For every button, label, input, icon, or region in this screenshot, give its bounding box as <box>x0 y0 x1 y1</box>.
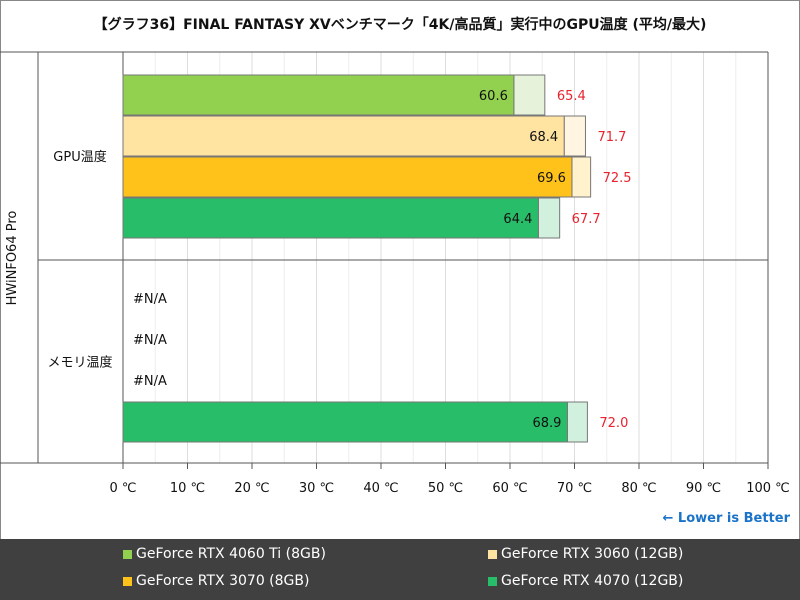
legend-label: GeForce RTX 4070 (12GB) <box>501 573 684 589</box>
avg-bar <box>122 197 539 239</box>
legend-swatch <box>123 549 132 559</box>
legend-swatch <box>488 549 497 559</box>
x-tick-label: 20 ℃ <box>234 481 269 496</box>
avg-value-label: 68.9 <box>532 416 561 431</box>
legend: GeForce RTX 4060 Ti (8GB) GeForce RTX 30… <box>0 539 800 600</box>
category-label: メモリ温度 <box>47 355 112 371</box>
max-value-label: 65.4 <box>557 89 586 104</box>
legend-item: GeForce RTX 3060 (12GB) <box>488 546 683 562</box>
max-value-label: 67.7 <box>572 212 601 227</box>
max-bar <box>563 115 586 157</box>
avg-value-label: 69.6 <box>537 171 566 186</box>
x-tick-label: 90 ℃ <box>686 481 721 496</box>
lower-is-better-note: ← Lower is Better <box>662 511 791 526</box>
na-label: #N/A <box>133 292 167 307</box>
max-bar <box>571 156 592 198</box>
avg-bar <box>122 115 565 157</box>
max-value-label: 72.5 <box>603 171 632 186</box>
x-tick-label: 80 ℃ <box>621 481 656 496</box>
plot-area: HWiNFO64 Pro 0 ℃ 10 ℃ 20 ℃ 30 ℃ 40 ℃ 50 ℃ 60 ℃ 7… <box>0 51 790 496</box>
legend-swatch <box>123 576 132 586</box>
legend-label: GeForce RTX 4060 Ti (8GB) <box>136 546 326 562</box>
avg-bar <box>122 156 573 198</box>
category-label: GPU温度 <box>53 149 106 165</box>
x-tick-label: 40 ℃ <box>363 481 398 496</box>
na-label: #N/A <box>133 333 167 348</box>
max-value-label: 72.0 <box>599 416 628 431</box>
source-label: HWiNFO64 Pro <box>5 211 20 306</box>
legend-item: GeForce RTX 4070 (12GB) <box>488 573 683 589</box>
legend-item: GeForce RTX 4060 Ti (8GB) <box>123 546 326 562</box>
chart-title: 【グラフ36】FINAL FANTASY XVベンチマーク「4K/高品質」実行中… <box>93 17 707 33</box>
x-tick-label: 50 ℃ <box>428 481 463 496</box>
legend-label: GeForce RTX 3070 (8GB) <box>136 573 310 589</box>
x-tick-label: 60 ℃ <box>492 481 527 496</box>
avg-value-label: 60.6 <box>479 89 508 104</box>
max-bar <box>537 197 561 239</box>
max-bar <box>566 401 588 443</box>
x-tick-label: 70 ℃ <box>557 481 592 496</box>
legend-label: GeForce RTX 3060 (12GB) <box>501 546 684 562</box>
max-value-label: 71.7 <box>597 130 626 145</box>
avg-value-label: 68.4 <box>529 130 558 145</box>
legend-swatch <box>488 576 497 586</box>
avg-bar <box>122 401 568 443</box>
avg-value-label: 64.4 <box>503 212 532 227</box>
avg-bar <box>122 74 515 116</box>
max-bar <box>513 74 546 116</box>
x-tick-label: 30 ℃ <box>299 481 334 496</box>
x-tick-label: 0 ℃ <box>109 481 136 496</box>
x-tick-label: 10 ℃ <box>170 481 205 496</box>
na-label: #N/A <box>133 374 167 389</box>
legend-item: GeForce RTX 3070 (8GB) <box>123 573 309 589</box>
x-tick-label: 100 ℃ <box>746 481 790 496</box>
